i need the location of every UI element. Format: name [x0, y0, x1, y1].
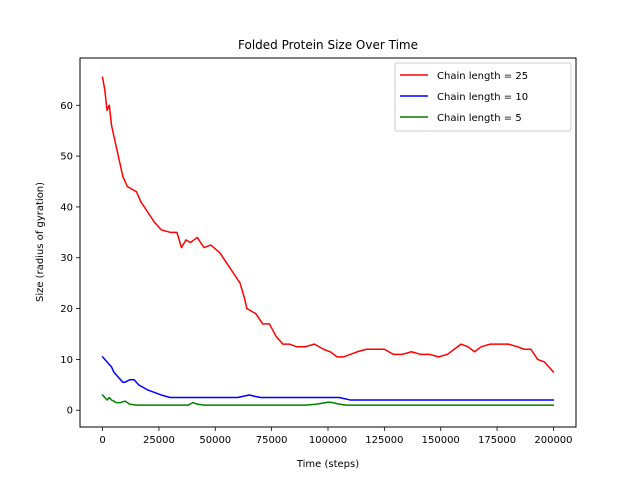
- series-layer: [101, 76, 555, 406]
- y-tick-label: 40: [60, 202, 73, 213]
- y-axis: 0 10 20 30 40 50 60: [60, 101, 80, 417]
- y-tick-label: 60: [60, 101, 73, 112]
- y-axis-label: Size (radius of gyration): [35, 182, 46, 302]
- legend-label: Chain length = 25: [437, 71, 528, 82]
- x-tick-label: 0: [99, 435, 105, 446]
- y-tick-label: 30: [60, 253, 73, 264]
- x-tick-label: 25000: [143, 435, 175, 446]
- x-tick-label: 50000: [199, 435, 231, 446]
- series-line-2: [101, 394, 555, 406]
- y-tick-label: 10: [60, 355, 73, 366]
- legend-box: [394, 62, 572, 132]
- y-tick-label: 0: [67, 406, 73, 417]
- chart-title: Folded Protein Size Over Time: [238, 38, 418, 52]
- legend-label: Chain length = 5: [437, 113, 522, 124]
- legend: Chain length = 25 Chain length = 10 Chain …: [394, 62, 572, 132]
- legend-label: Chain length = 10: [437, 92, 528, 103]
- x-tick-label: 175000: [478, 435, 516, 446]
- x-axis: 0 25000 50000 75000 100000 125000 150000 175000…: [99, 427, 573, 446]
- x-tick-label: 200000: [534, 435, 572, 446]
- x-axis-label: Time (steps): [296, 459, 359, 470]
- x-tick-label: 100000: [309, 435, 347, 446]
- series-line-0: [101, 76, 555, 373]
- series-line-1: [101, 356, 555, 401]
- x-tick-label: 75000: [256, 435, 288, 446]
- x-tick-label: 150000: [422, 435, 460, 446]
- y-tick-label: 50: [60, 152, 73, 163]
- y-tick-label: 20: [60, 304, 73, 315]
- x-tick-label: 125000: [365, 435, 403, 446]
